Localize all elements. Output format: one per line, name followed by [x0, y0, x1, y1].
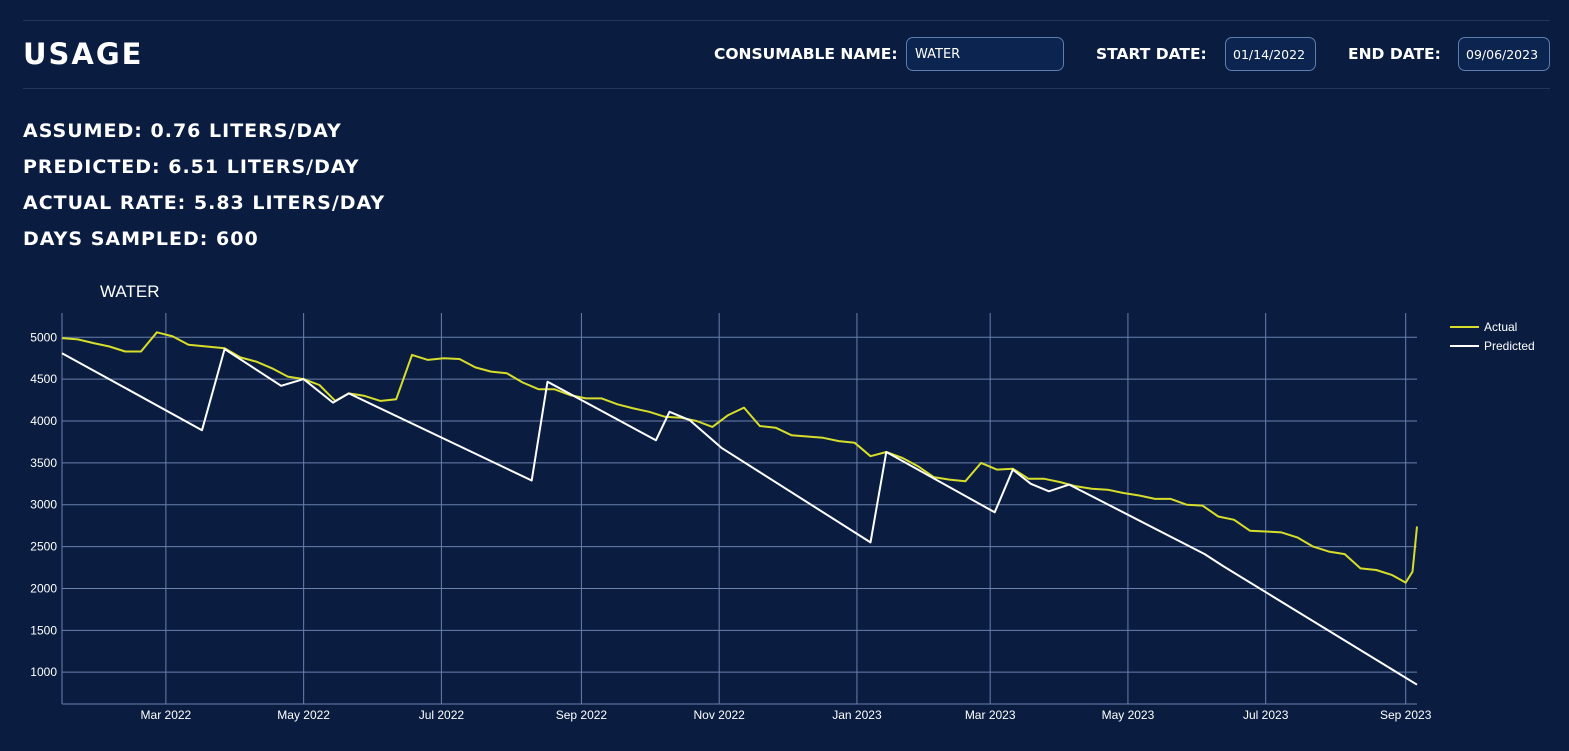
x-tick-label: Sep 2022 [556, 708, 608, 722]
y-tick-label: 2500 [30, 540, 57, 554]
axes: 1000 1500 2000 2500 3000 3500 4000 4500 5000 Mar … [30, 313, 1432, 722]
end-date-input[interactable] [1458, 37, 1550, 71]
start-date-label: START DATE: [1096, 45, 1207, 63]
days-sampled-stat: DAYS SAMPLED: 600 [23, 228, 259, 250]
consumable-name-label: CONSUMABLE NAME: [714, 45, 898, 63]
legend-label-predicted: Predicted [1484, 339, 1535, 353]
x-tick-label: Mar 2023 [965, 708, 1016, 722]
assumed-rate-stat: ASSUMED: 0.76 LITERS/DAY [23, 120, 342, 142]
x-tick-label: Jul 2023 [1243, 708, 1289, 722]
y-tick-label: 4500 [30, 372, 57, 386]
actual-rate-stat: ACTUAL RATE: 5.83 LITERS/DAY [23, 192, 386, 214]
x-tick-label: Jan 2023 [832, 708, 882, 722]
x-tick-label: Mar 2022 [141, 708, 192, 722]
y-tick-label: 5000 [30, 330, 57, 344]
x-tick-label: Jul 2022 [419, 708, 465, 722]
series-line-predicted [61, 348, 1418, 686]
legend: Actual Predicted [1450, 320, 1535, 353]
page-title: USAGE [23, 37, 144, 71]
x-tick-label: May 2023 [1102, 708, 1155, 722]
top-divider [23, 20, 1550, 21]
predicted-rate-stat: PREDICTED: 6.51 LITERS/DAY [23, 156, 360, 178]
chart-title: WATER [100, 282, 160, 301]
series-lines [61, 331, 1418, 686]
legend-label-actual: Actual [1484, 320, 1517, 334]
y-tick-label: 2000 [30, 581, 57, 595]
y-tick-label: 3500 [30, 456, 57, 470]
y-tick-label: 4000 [30, 414, 57, 428]
series-line-actual [61, 331, 1418, 584]
y-tick-label: 3000 [30, 498, 57, 512]
x-tick-label: Nov 2022 [693, 708, 745, 722]
x-tick-label: May 2022 [277, 708, 330, 722]
consumable-name-input[interactable] [906, 37, 1064, 71]
header-divider [23, 88, 1550, 89]
y-tick-label: 1500 [30, 623, 57, 637]
end-date-label: END DATE: [1348, 45, 1441, 63]
x-tick-label: Sep 2023 [1380, 708, 1432, 722]
start-date-input[interactable] [1225, 37, 1316, 71]
grid [62, 313, 1417, 704]
y-tick-label: 1000 [30, 665, 57, 679]
